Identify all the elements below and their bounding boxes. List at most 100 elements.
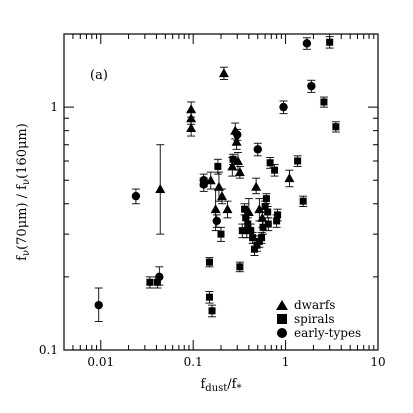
triangle-marker xyxy=(254,204,265,214)
point-dwarfs xyxy=(234,165,245,179)
square-marker xyxy=(266,159,274,167)
circle-marker xyxy=(307,81,316,91)
x-tick-label: 10 xyxy=(370,355,385,369)
point-spirals xyxy=(325,36,334,49)
square-marker xyxy=(332,123,340,131)
square-marker xyxy=(205,293,213,301)
square-marker xyxy=(214,162,222,170)
square-marker xyxy=(294,157,302,165)
point-spirals xyxy=(331,121,340,133)
triangle-marker xyxy=(155,184,166,194)
point-dwarfs xyxy=(216,188,227,205)
square-marker xyxy=(146,278,154,286)
square-marker xyxy=(264,208,272,216)
square-marker xyxy=(249,234,257,242)
square-marker xyxy=(326,38,334,46)
point-dwarfs xyxy=(186,110,197,125)
triangle-marker xyxy=(257,212,268,222)
point-spirals xyxy=(205,257,214,268)
triangle-marker xyxy=(186,113,197,123)
point-spirals xyxy=(264,217,273,232)
point-early-types xyxy=(94,287,103,322)
point-spirals xyxy=(319,96,328,108)
point-spirals xyxy=(213,158,222,175)
point-spirals xyxy=(229,153,238,166)
square-marker xyxy=(262,195,270,203)
point-spirals xyxy=(270,164,279,177)
circle-marker xyxy=(302,39,312,48)
circle-marker xyxy=(279,102,288,112)
point-early-types xyxy=(155,266,164,286)
data-marks xyxy=(94,36,340,322)
square-marker xyxy=(258,234,266,242)
point-spirals xyxy=(208,304,217,318)
triangle-marker xyxy=(251,181,262,191)
square-marker xyxy=(259,223,267,231)
triangle-marker xyxy=(213,181,224,191)
circle-marker xyxy=(212,216,221,226)
point-early-types xyxy=(131,188,141,205)
square-marker xyxy=(253,241,261,249)
triangle-marker xyxy=(234,167,245,177)
square-marker xyxy=(320,98,328,106)
legend-marker-dwarfs xyxy=(276,300,288,310)
point-early-types xyxy=(279,100,288,115)
legend-label-dwarfs: dwarfs xyxy=(294,298,335,312)
point-dwarfs xyxy=(218,66,229,80)
point-dwarfs xyxy=(284,169,295,188)
triangle-marker xyxy=(284,173,295,183)
square-marker xyxy=(241,205,249,213)
triangle-marker xyxy=(222,204,233,214)
triangle-marker xyxy=(227,161,238,171)
square-marker xyxy=(255,237,263,245)
triangle-marker xyxy=(205,175,216,185)
square-marker xyxy=(205,258,213,266)
square-marker xyxy=(238,227,246,235)
circle-marker xyxy=(94,300,103,310)
point-spirals xyxy=(273,208,282,222)
axis-tick-labels: 0.01 0.1 1 10 0.1 1 xyxy=(39,100,386,369)
square-marker xyxy=(208,307,216,315)
square-marker xyxy=(271,166,279,174)
point-early-types xyxy=(307,79,316,93)
y-tick-label: 1 xyxy=(50,100,58,114)
triangle-marker xyxy=(218,68,229,78)
point-early-types xyxy=(253,142,262,157)
point-spirals xyxy=(299,195,308,207)
circle-marker xyxy=(131,191,141,201)
point-early-types xyxy=(199,177,208,192)
triangle-marker xyxy=(231,136,242,146)
circle-marker xyxy=(253,145,262,154)
point-early-types xyxy=(302,37,312,50)
circle-marker xyxy=(155,272,164,282)
square-marker xyxy=(274,211,282,219)
triangle-marker xyxy=(186,123,197,133)
square-marker xyxy=(299,197,307,205)
panel-label: (a) xyxy=(90,68,108,83)
point-spirals xyxy=(217,226,225,242)
legend-marker-early-types xyxy=(277,328,287,338)
point-spirals xyxy=(235,261,244,273)
triangle-marker xyxy=(243,206,254,216)
point-spirals xyxy=(266,157,275,169)
legend: dwarfs spirals early-types xyxy=(276,298,361,340)
point-early-types xyxy=(212,214,221,228)
legend-marker-spirals xyxy=(277,314,287,324)
point-spirals xyxy=(293,155,302,167)
point-spirals xyxy=(262,193,271,205)
point-dwarfs xyxy=(251,177,262,195)
axis-ticks xyxy=(63,33,379,351)
x-tick-label: 1 xyxy=(282,355,290,369)
x-axis-label: fdust/f* xyxy=(200,377,241,394)
circle-marker xyxy=(199,180,208,189)
square-marker xyxy=(247,227,255,235)
triangle-marker xyxy=(210,204,221,214)
y-tick-label: 0.1 xyxy=(39,343,58,357)
point-spirals xyxy=(257,231,266,244)
square-marker xyxy=(217,230,225,238)
square-marker xyxy=(153,278,161,286)
square-marker xyxy=(250,245,258,253)
y-axis-label: fν(70μm) / fν(160μm) xyxy=(15,123,32,261)
legend-label-spirals: spirals xyxy=(294,312,335,326)
